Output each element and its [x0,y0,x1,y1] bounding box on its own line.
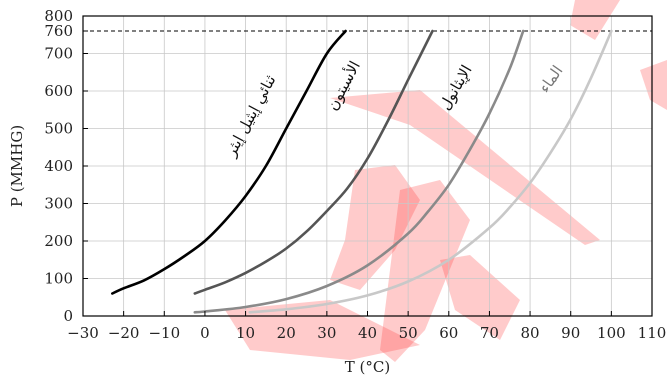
series-line-1 [193,29,434,295]
x-tick-label: 20 [277,324,296,342]
y-tick-label: 500 [44,120,73,138]
y-tick-label: 700 [44,45,73,63]
y-tick-label: 0 [63,307,73,325]
watermark-shape [330,165,420,290]
y-tick-label: 400 [44,157,73,175]
y-tick-label: 100 [44,270,73,288]
x-tick-label: 0 [200,324,210,342]
watermark-shape [570,0,620,40]
x-tick-label: 50 [399,324,418,342]
series-label-0: ثنائي إيثيل إيثر [221,72,280,161]
x-tick-label: 90 [561,324,580,342]
series-line-3 [248,29,613,314]
series-label-2: الإيثانول [436,62,476,113]
y-tick-label: 600 [44,82,73,100]
x-tick-label: 100 [597,324,626,342]
x-tick-label: 80 [521,324,540,342]
series-group [111,29,613,314]
x-tick-label: 10 [236,324,255,342]
x-axis-ticks: −30 −20 −10 0 10 20 30 40 50 60 70 80 90 100 110 [67,311,666,342]
x-tick-label: 60 [439,324,458,342]
watermark-shape [640,60,667,110]
grid-lines [83,16,652,316]
x-tick-label: −20 [108,324,140,342]
watermark [225,0,667,362]
series-line-0 [111,29,347,295]
watermark-shape [225,300,420,360]
x-tick-label: 110 [638,324,667,342]
series-line-2 [193,29,525,314]
y-axis-label: P (MMHG) [8,125,26,207]
watermark-shape [440,255,520,340]
x-tick-label: −30 [67,324,99,342]
watermark-shape [330,90,600,245]
y-tick-label: 300 [44,195,73,213]
x-tick-label: 70 [480,324,499,342]
y-tick-label: 200 [44,232,73,250]
x-tick-label: 30 [317,324,336,342]
y-tick-label: 800 [44,7,73,25]
x-tick-label: 40 [358,324,377,342]
x-tick-label: −10 [148,324,180,342]
x-axis-label: T (°C) [345,358,390,376]
y-tick-label: 760 [44,22,73,40]
